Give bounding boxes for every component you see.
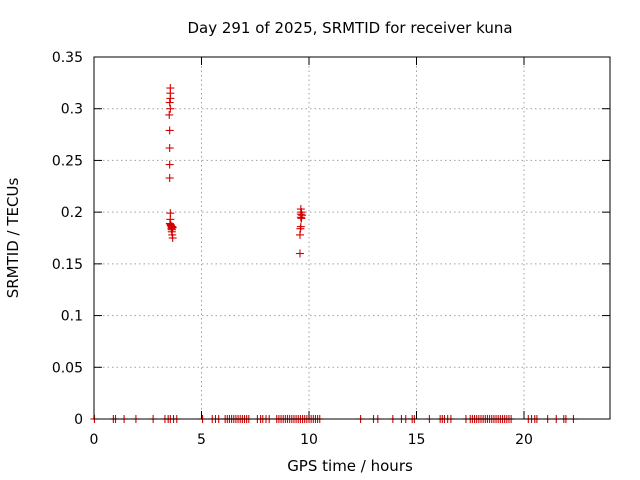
y-tick-label: 0.35 [52,50,83,66]
grid-lines [94,57,610,419]
x-tick-label: 0 [90,432,99,448]
y-tick-label: 0.3 [61,102,83,118]
x-tick-label: 10 [300,432,318,448]
x-axis-label: GPS time / hours [287,457,413,475]
y-axis-label: SRMTID / TECUs [4,178,22,299]
data-point [165,110,174,119]
data-point [166,104,175,113]
y-tick-label: 0.1 [61,309,83,325]
x-tick-label: 20 [515,432,533,448]
axis-ticks [93,56,610,420]
y-tick-label: 0.05 [52,360,83,376]
x-tick-labels: 0 5 10 15 20 [90,432,533,448]
data-point [165,160,174,169]
x-tick-label: 5 [197,432,206,448]
y-tick-label: 0.2 [61,205,83,221]
data-point [165,174,174,183]
y-tick-labels: 0 0.05 0.1 0.15 0.2 0.25 0.3 0.35 [52,50,83,428]
data-point [168,223,177,232]
chart-title: Day 291 of 2025, SRMTID for receiver kun… [187,19,512,37]
data-point [166,94,175,103]
data-point [295,230,304,239]
data-point [165,98,174,107]
y-tick-label: 0 [74,412,83,428]
x-tick-label: 15 [408,432,426,448]
data-point [168,234,177,242]
data-point [165,126,174,135]
y-tick-label: 0.25 [52,153,83,169]
data-point [297,214,306,223]
data-point [296,213,305,222]
data-point [295,249,304,258]
data-points [90,84,578,423]
data-point [165,144,174,153]
plot-frame [93,56,611,420]
y-tick-label: 0.15 [52,257,83,273]
